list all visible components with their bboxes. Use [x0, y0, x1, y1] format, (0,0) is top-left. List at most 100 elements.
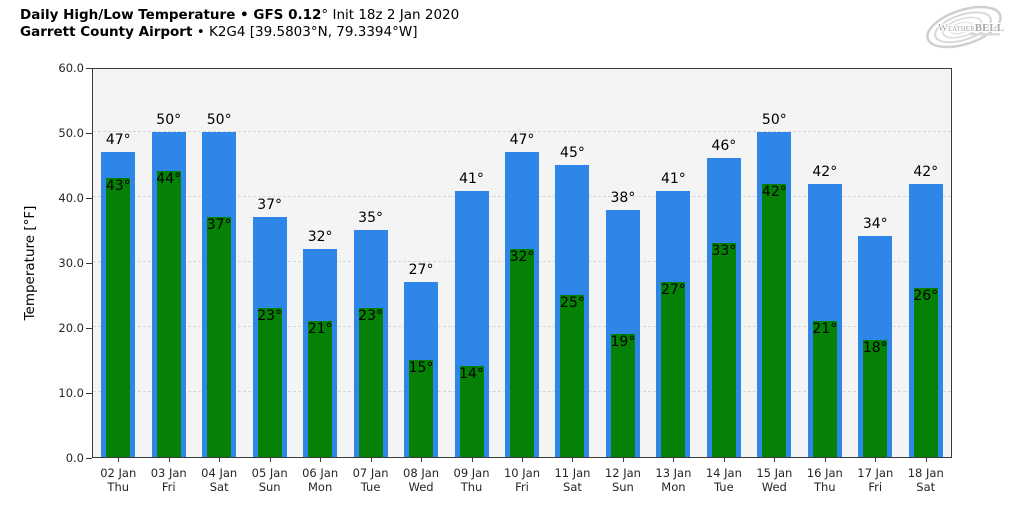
x-tick-label: 14 Jan Tue	[705, 466, 742, 494]
swirl-icon	[926, 5, 1002, 49]
low-temp-label: 23°	[358, 307, 383, 324]
chart-subtitle: Garrett County Airport • K2G4 [39.5803°N…	[20, 24, 459, 41]
x-tick-mark	[673, 458, 675, 462]
y-tick-label: 40.0	[58, 191, 84, 205]
bars-layer: 47° 43° 02 Jan Thu 50° 44° 03 Jan Fri 50° 37° 04 J…	[93, 69, 951, 494]
day-slot: 37° 23° 05 Jan Sun	[244, 69, 294, 494]
low-temp-label: 21°	[812, 320, 838, 337]
low-temp-label: 23°	[257, 307, 283, 324]
y-tick-mark	[86, 392, 92, 394]
x-tick-label: 13 Jan Mon	[655, 466, 692, 494]
plot-area: 47° 43° 02 Jan Thu 50° 44° 03 Jan Fri 50° 37° 04 J…	[92, 68, 952, 494]
x-tick-label: 11 Jan Sat	[554, 466, 591, 494]
day-slot: 27° 15° 08 Jan Wed	[396, 69, 446, 494]
low-temp-bar	[812, 320, 837, 457]
chart-subtitle-rest: • K2G4 [39.5803°N, 79.3394°W]	[192, 24, 418, 40]
gridline	[93, 131, 951, 132]
x-tick-label: 12 Jan Sun	[604, 466, 641, 494]
day-slot: 32° 21° 06 Jan Mon	[295, 69, 345, 493]
x-tick-label: 09 Jan Thu	[453, 466, 490, 494]
low-temp-label: 26°	[913, 288, 939, 304]
x-tick-mark	[168, 458, 170, 462]
y-tick-mark	[86, 262, 92, 264]
x-tick-mark	[824, 458, 826, 462]
low-temp-label: 15°	[408, 359, 434, 376]
day-slot: 38° 19° 12 Jan Sun	[598, 69, 648, 493]
chart-title-rest: ° Init 18z 2 Jan 2020	[321, 7, 460, 23]
low-temp-label: 18°	[862, 340, 888, 356]
x-tick-label: 02 Jan Thu	[100, 466, 137, 494]
low-temp-label: 33°	[711, 242, 737, 259]
high-temp-label: 27°	[408, 261, 434, 278]
y-tick-label: 20.0	[58, 321, 84, 335]
high-temp-label: 50°	[206, 112, 232, 128]
chart-title: Daily High/Low Temperature • GFS 0.12° I…	[20, 7, 459, 24]
low-temp-bar	[257, 307, 282, 457]
x-tick-mark	[370, 458, 372, 462]
day-slot: 35° 23° 07 Jan Tue	[345, 69, 395, 494]
x-tick-label: 16 Jan Thu	[806, 466, 843, 494]
low-temp-label: 21°	[307, 320, 333, 337]
low-temp-bar	[610, 333, 635, 457]
low-temp-bar	[106, 177, 131, 457]
low-temp-label: 32°	[509, 249, 535, 265]
high-temp-label: 38°	[610, 190, 636, 206]
y-tick-mark	[86, 197, 92, 199]
x-tick-mark	[774, 458, 776, 462]
chart-subtitle-bold: Garrett County Airport	[20, 24, 193, 40]
y-tick-label: 30.0	[58, 256, 84, 270]
day-slot: 50° 44° 03 Jan Fri	[143, 69, 193, 493]
x-tick-mark	[421, 458, 423, 462]
y-tick-label: 60.0	[58, 61, 84, 75]
x-tick-mark	[572, 458, 574, 462]
low-temp-bar	[711, 242, 736, 457]
x-tick-label: 07 Jan Tue	[352, 466, 389, 494]
day-slot: 47° 32° 10 Jan Fri	[497, 69, 547, 494]
y-tick-label: 50.0	[58, 126, 84, 140]
day-slot: 46° 33° 14 Jan Tue	[699, 69, 749, 493]
x-tick-mark	[269, 458, 271, 462]
y-tick-mark	[86, 457, 92, 459]
x-tick-label: 03 Jan Fri	[150, 466, 187, 494]
x-tick-mark	[219, 458, 221, 462]
y-tick-mark	[86, 327, 92, 329]
low-temp-label: 37°	[206, 216, 232, 233]
x-tick-label: 05 Jan Sun	[251, 466, 288, 494]
low-temp-bar	[409, 359, 434, 457]
low-temp-bar	[509, 249, 534, 457]
x-tick-mark	[622, 458, 624, 462]
low-temp-label: 42°	[761, 184, 787, 200]
low-temp-bar	[207, 216, 232, 457]
x-tick-label: 10 Jan Fri	[503, 466, 540, 494]
x-tick-mark	[925, 458, 927, 462]
day-slot: 41° 14° 09 Jan Thu	[446, 69, 496, 494]
x-tick-mark	[723, 458, 725, 462]
chart-title-bold: Daily High/Low Temperature • GFS 0.12	[20, 7, 322, 23]
day-slot: 50° 42° 15 Jan Wed	[749, 69, 799, 493]
day-slot: 50° 37° 04 Jan Sat	[194, 69, 244, 493]
high-temp-label: 46°	[711, 138, 737, 154]
day-slot: 42° 21° 16 Jan Thu	[800, 69, 850, 493]
day-slot: 34° 18° 17 Jan Fri	[850, 69, 900, 493]
day-slot: 42° 26° 18 Jan Sat	[901, 69, 951, 493]
low-temp-bar	[863, 340, 888, 457]
high-temp-label: 41°	[459, 170, 484, 187]
low-temp-bar	[560, 294, 585, 457]
day-slot: 47° 43° 02 Jan Thu	[93, 69, 143, 494]
weatherbell-logo: WeatherBELL	[926, 5, 1005, 49]
high-temp-label: 47°	[105, 131, 131, 148]
chart-header: Daily High/Low Temperature • GFS 0.12° I…	[20, 7, 459, 41]
low-temp-label: 25°	[560, 294, 585, 311]
high-temp-label: 42°	[913, 164, 939, 180]
x-tick-mark	[471, 458, 473, 462]
low-temp-label: 44°	[156, 171, 182, 187]
day-slot: 45° 25° 11 Jan Sat	[547, 69, 597, 494]
day-slot: 41° 27° 13 Jan Mon	[648, 69, 698, 494]
high-temp-label: 42°	[812, 164, 838, 180]
low-temp-label: 27°	[660, 281, 686, 298]
high-temp-label: 45°	[560, 144, 585, 161]
low-temp-bar	[459, 366, 484, 457]
x-tick-label: 15 Jan Wed	[756, 466, 793, 494]
x-tick-label: 18 Jan Sat	[907, 466, 944, 494]
